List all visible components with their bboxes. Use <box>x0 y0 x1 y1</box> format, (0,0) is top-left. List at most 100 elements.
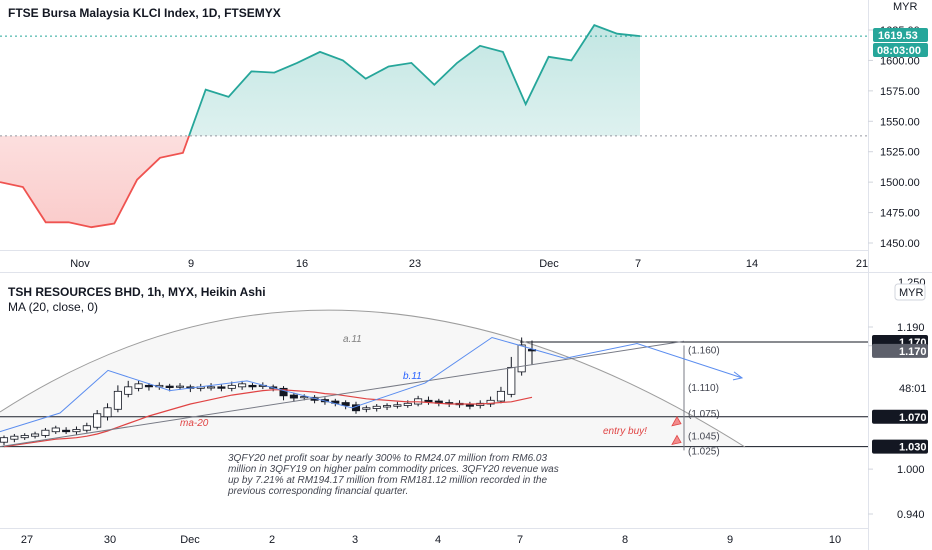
tsh-wave-label: b.11 <box>403 371 422 382</box>
klci-y-tick-label: 1550.00 <box>880 116 920 128</box>
tsh-candle-body <box>82 425 91 431</box>
tsh-candle-body <box>496 390 505 402</box>
tsh-candle-body <box>134 383 143 389</box>
tsh-candle-body <box>289 394 298 399</box>
note-line-3: up by 7.21% at RM194.17 million from RM1… <box>228 475 547 486</box>
klci-chart-pane[interactable]: FTSE Bursa Malaysia KLCI Index, 1D, FTSE… <box>0 0 932 272</box>
tsh-candle-body <box>341 402 350 406</box>
note-line-1: 3QFY20 net profit soar by nearly 300% to… <box>228 453 547 464</box>
tsh-candle-body <box>279 387 288 397</box>
tsh-wave-arrowhead <box>732 371 744 381</box>
note-line-4: previous corresponding financial quarter… <box>227 486 408 497</box>
tsh-candle-body <box>165 385 174 388</box>
tsh-candle-body <box>72 429 81 433</box>
klci-price-tag-bg <box>873 28 928 42</box>
klci-x-tick-label: 14 <box>746 258 758 270</box>
tsh-candle-body <box>93 413 102 428</box>
tsh-ma20-line <box>3 389 533 448</box>
tsh-x-tick-label: Dec <box>180 534 200 546</box>
tsh-entry-arrow <box>671 434 682 446</box>
klci-chart[interactable]: FTSE Bursa Malaysia KLCI Index, 1D, FTSE… <box>0 0 932 272</box>
tsh-price-tag-bg <box>872 409 928 424</box>
tsh-chart-title: TSH RESOURCES BHD, 1h, MYX, Heikin Ashi <box>8 285 266 299</box>
tsh-candle-body <box>217 386 226 389</box>
tsh-x-tick-label: 9 <box>727 534 733 546</box>
klci-y-tick-label: 1450.00 <box>880 238 920 250</box>
tsh-candle-body <box>300 396 309 399</box>
tsh-candle-body <box>424 399 433 403</box>
tsh-candle-body <box>238 383 247 388</box>
tsh-range-label: (1.025) <box>688 446 720 457</box>
tsh-channel-line <box>0 340 685 448</box>
klci-currency-label: MYR <box>893 1 918 13</box>
tsh-price-tag: 1.170 <box>899 346 927 358</box>
tsh-currency-label: MYR <box>899 287 924 299</box>
tsh-candle-body <box>41 429 50 436</box>
tsh-price-tag: 1.070 <box>899 412 927 424</box>
klci-chart-title: FTSE Bursa Malaysia KLCI Index, 1D, FTSE… <box>8 6 281 20</box>
tsh-candle-body <box>372 405 381 409</box>
tsh-range-label: (1.110) <box>688 383 719 394</box>
tsh-candle-body <box>103 407 112 418</box>
klci-x-tick-label: Nov <box>70 258 90 270</box>
tsh-candle-body <box>51 427 60 433</box>
tsh-price-tag-bg <box>872 343 928 358</box>
tsh-entry-arrow <box>671 415 682 427</box>
klci-y-tick-label: 1525.00 <box>880 147 920 159</box>
tsh-chart[interactable]: TSH RESOURCES BHD, 1h, MYX, Heikin Ashi … <box>0 272 932 550</box>
fundamental-note: 3QFY20 net profit soar by nearly 300% to… <box>227 453 559 497</box>
klci-x-tick-label: 9 <box>188 258 194 270</box>
klci-plot-area[interactable] <box>0 24 868 229</box>
tsh-price-tag: 1.030 <box>899 442 927 454</box>
klci-x-tick-label: 16 <box>296 258 308 270</box>
klci-series-line-above <box>188 24 641 136</box>
tsh-candle-body <box>0 437 9 443</box>
tsh-x-axis[interactable]: 27 30 Dec 2 3 4 7 8 9 10 <box>21 534 841 546</box>
tsh-x-tick-label: 2 <box>269 534 275 546</box>
klci-series-line-below <box>0 135 190 229</box>
klci-y-axis[interactable]: 1625.001600.001575.001550.001525.001500.… <box>868 25 920 250</box>
tsh-x-tick-label: 4 <box>435 534 441 546</box>
tsh-y-tick-label: 1.190 <box>897 322 925 334</box>
tsh-x-tick-label: 3 <box>352 534 358 546</box>
tsh-x-tick-label: 7 <box>517 534 523 546</box>
tsh-candle-body <box>10 435 19 440</box>
tsh-candle-body <box>62 429 71 433</box>
klci-last-price-tag: 1619.53 08:03:00 <box>873 28 928 57</box>
klci-x-axis[interactable]: Nov 9 16 23 Dec 7 14 21 <box>70 258 868 270</box>
tsh-arc-fill <box>0 310 745 447</box>
tsh-candle-body <box>486 399 495 405</box>
tsh-currency-badge[interactable] <box>894 283 926 301</box>
klci-y-tick-label: 1600.00 <box>880 55 920 67</box>
klci-time-tag: 08:03:00 <box>877 45 921 57</box>
tsh-price-tag-bg <box>872 439 928 454</box>
klci-x-tick-label: 21 <box>856 258 868 270</box>
tsh-x-tick-label: 30 <box>104 534 116 546</box>
tsh-chart-pane[interactable]: TSH RESOURCES BHD, 1h, MYX, Heikin Ashi … <box>0 272 932 550</box>
tsh-candle-body <box>124 386 133 395</box>
klci-y-tick-label: 1475.00 <box>880 208 920 220</box>
tsh-candle-body <box>113 390 122 410</box>
tsh-candle-body <box>144 384 153 388</box>
tsh-plot-area[interactable]: a.11 (1.160) (1.110) (1.075) (1.045) (1.025) m… <box>0 309 868 457</box>
tsh-x-tick-label: 10 <box>829 534 841 546</box>
tsh-ma20-label: ma-20 <box>180 418 209 429</box>
klci-x-tick-label: 7 <box>635 258 641 270</box>
note-line-2: million in 3QFY19 on higher palm commodi… <box>228 464 559 475</box>
tsh-candle-body <box>227 384 236 389</box>
tsh-y-tick-label: 1.000 <box>897 464 925 476</box>
tsh-countdown: 48:01 <box>899 383 927 395</box>
klci-x-tick-label: Dec <box>539 258 559 270</box>
tsh-ma-indicator: MA (20, close, 0) <box>8 300 98 314</box>
tsh-range-label: (1.160) <box>688 345 720 356</box>
tsh-candle-body <box>362 407 371 410</box>
tsh-x-tick-label: 8 <box>622 534 628 546</box>
tsh-candle-body <box>393 404 402 407</box>
tsh-candle-body <box>248 384 257 388</box>
tsh-wave-projection <box>0 336 743 433</box>
tsh-x-tick-label: 27 <box>21 534 33 546</box>
klci-area-below <box>0 135 190 228</box>
klci-y-tick-label: 1575.00 <box>880 86 920 98</box>
tsh-candle-body <box>507 366 516 395</box>
